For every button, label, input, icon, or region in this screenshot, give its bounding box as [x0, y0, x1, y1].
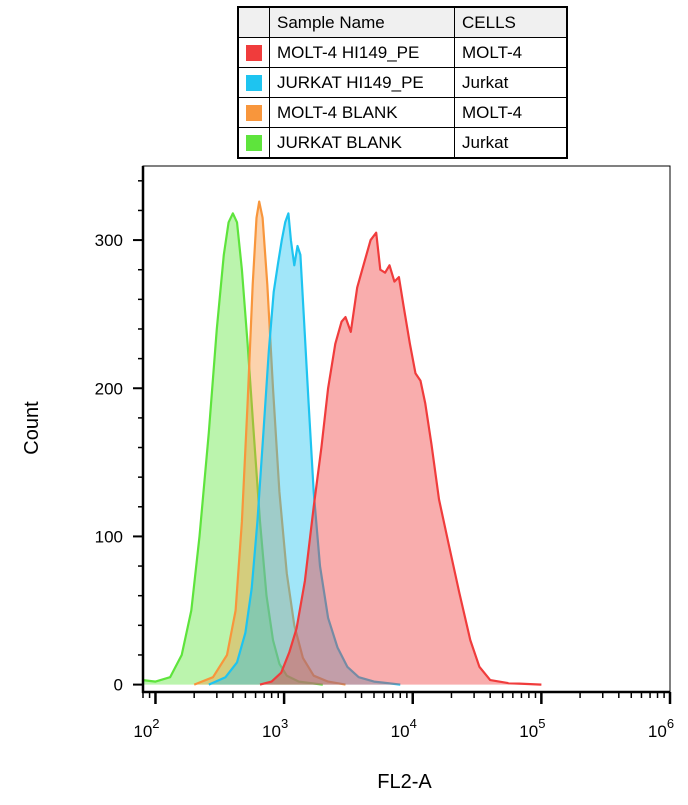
series-line — [208, 212, 401, 686]
legend-row: JURKAT HI149_PE Jurkat — [237, 67, 568, 98]
x-axis-label: FL2-A — [377, 771, 432, 793]
axes-layer: 0 100 200 300 102 103 104 105 106 — [95, 166, 674, 741]
x-tick-label: 102 — [133, 716, 159, 741]
x-tick-label: 103 — [262, 716, 288, 741]
x-tick-label: 104 — [391, 716, 417, 741]
x-tick-label: 106 — [648, 716, 674, 741]
legend-cells-value: MOLT-4 — [454, 37, 568, 68]
legend-sample-name: JURKAT HI149_PE — [269, 67, 455, 98]
legend-cells-value: Jurkat — [454, 127, 568, 159]
series-area — [143, 213, 323, 685]
legend-sample-name: JURKAT BLANK — [269, 127, 455, 159]
legend-cells-value: Jurkat — [454, 67, 568, 98]
series-jurkat-blank — [142, 212, 323, 686]
legend-swatch — [246, 74, 262, 91]
legend-swatch — [246, 134, 262, 151]
legend-cells-value: MOLT-4 — [454, 97, 568, 128]
series-line — [193, 200, 346, 686]
y-tick-label: 200 — [95, 379, 123, 398]
legend-row: JURKAT BLANK Jurkat — [237, 127, 568, 159]
y-tick-label: 0 — [114, 676, 123, 695]
y-axis-label: Count — [21, 401, 43, 455]
series-layer — [142, 200, 542, 686]
legend-swatch — [246, 44, 262, 61]
x-tick-label: 105 — [519, 716, 545, 741]
legend-row: MOLT-4 BLANK MOLT-4 — [237, 97, 568, 128]
legend-swatch — [246, 104, 262, 121]
legend-table: Sample Name CELLS MOLT-4 HI149_PE MOLT-4… — [237, 6, 568, 159]
series-line — [259, 231, 542, 686]
y-tick-label: 300 — [95, 231, 123, 250]
series-area — [208, 213, 401, 685]
series-area — [260, 232, 542, 685]
legend-sample-name: MOLT-4 BLANK — [269, 97, 455, 128]
legend-header-cells: CELLS — [454, 6, 568, 38]
series-area — [194, 201, 346, 685]
y-tick-label: 100 — [95, 527, 123, 546]
series-jurkat-hi149-pe — [208, 212, 401, 686]
series-molt-4-hi149-pe — [259, 231, 542, 686]
legend-row: MOLT-4 HI149_PE MOLT-4 — [237, 37, 568, 68]
series-molt-4-blank — [193, 200, 346, 686]
series-line — [142, 212, 323, 686]
